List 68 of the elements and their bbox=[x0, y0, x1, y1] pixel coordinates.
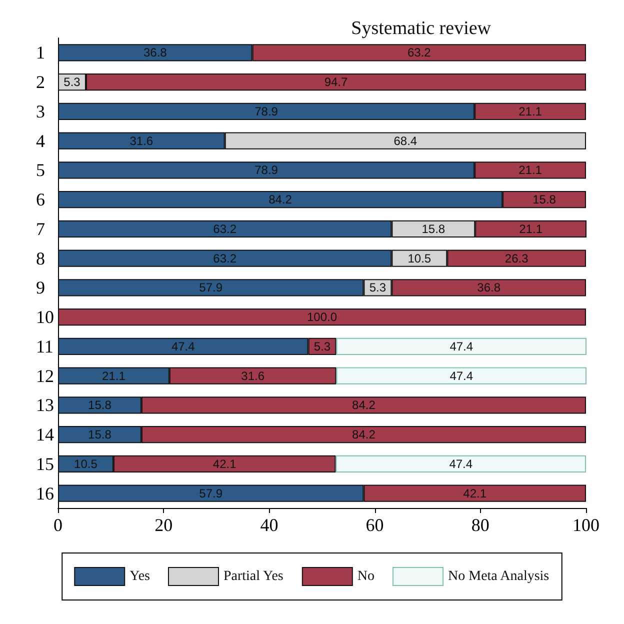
bar bbox=[58, 308, 586, 326]
data-label: 15.8 bbox=[88, 428, 112, 442]
data-label: 5.3 bbox=[314, 339, 331, 354]
data-label: 5.3 bbox=[369, 280, 386, 295]
data-label: 42.1 bbox=[212, 456, 237, 471]
y-tick-label: 5 bbox=[36, 160, 45, 180]
y-tick-label: 16 bbox=[36, 483, 54, 504]
data-label: 57.9 bbox=[199, 486, 223, 500]
data-label: 84.2 bbox=[268, 192, 292, 207]
data-label: 47.4 bbox=[171, 339, 196, 354]
y-tick-label: 2 bbox=[36, 72, 45, 92]
data-label: 84.2 bbox=[352, 398, 376, 412]
y-tick-label: 11 bbox=[36, 336, 54, 356]
y-tick-label: 10 bbox=[36, 307, 54, 328]
data-label: 15.8 bbox=[532, 192, 556, 207]
y-tick-label: 7 bbox=[36, 218, 45, 239]
data-label: 26.3 bbox=[504, 251, 529, 266]
data-label: 78.9 bbox=[254, 104, 278, 118]
data-label: 57.9 bbox=[199, 280, 223, 295]
x-tick-label: 100 bbox=[572, 515, 600, 535]
x-tick-label: 60 bbox=[366, 515, 384, 535]
legend-label: No bbox=[357, 569, 375, 584]
y-tick-label: 1 bbox=[36, 42, 45, 63]
x-tick-label: 20 bbox=[154, 515, 173, 535]
data-label: 31.6 bbox=[130, 134, 154, 148]
data-label: 47.4 bbox=[450, 368, 474, 383]
data-label: 68.4 bbox=[394, 134, 418, 148]
data-label: 31.6 bbox=[241, 368, 265, 383]
bar bbox=[336, 367, 586, 384]
data-label: 63.2 bbox=[213, 251, 237, 266]
data-label: 78.9 bbox=[254, 163, 278, 178]
data-label: 36.8 bbox=[143, 46, 168, 60]
y-tick-label: 14 bbox=[36, 424, 54, 445]
y-tick-label: 13 bbox=[36, 395, 54, 416]
data-label: 21.1 bbox=[518, 104, 542, 118]
data-label: 21.1 bbox=[519, 222, 543, 236]
y-tick-label: 4 bbox=[36, 130, 45, 151]
data-label: 10.5 bbox=[74, 456, 98, 471]
x-tick-label: 0 bbox=[54, 515, 62, 535]
data-label: 63.2 bbox=[407, 46, 432, 60]
y-tick-label: 6 bbox=[36, 190, 45, 210]
bar bbox=[336, 338, 586, 355]
data-label: 84.2 bbox=[352, 428, 376, 442]
y-tick-label: 15 bbox=[36, 454, 54, 474]
data-label: 21.1 bbox=[102, 368, 126, 383]
data-label: 15.8 bbox=[422, 222, 446, 236]
chart-title: Systematic review bbox=[351, 18, 492, 39]
legend-label: Yes bbox=[130, 569, 150, 584]
legend-label: Partial Yes bbox=[223, 569, 284, 584]
y-tick-label: 9 bbox=[36, 278, 45, 298]
data-label: 5.3 bbox=[64, 75, 81, 90]
data-label: 47.4 bbox=[450, 339, 474, 354]
data-label: 42.1 bbox=[463, 486, 487, 500]
data-label: 15.8 bbox=[88, 398, 112, 412]
data-label: 94.7 bbox=[324, 75, 348, 90]
bar bbox=[336, 455, 586, 472]
data-label: 10.5 bbox=[408, 251, 432, 266]
data-label: 63.2 bbox=[213, 222, 237, 236]
data-label: 21.1 bbox=[518, 163, 542, 178]
y-tick-label: 3 bbox=[36, 101, 45, 122]
x-tick-label: 40 bbox=[260, 515, 278, 535]
legend-label: No Meta Analysis bbox=[448, 569, 550, 584]
x-tick-label: 80 bbox=[471, 515, 490, 535]
data-label: 47.4 bbox=[449, 456, 473, 471]
data-label: 100.0 bbox=[306, 310, 338, 324]
data-label: 36.8 bbox=[477, 280, 501, 295]
y-tick-label: 12 bbox=[36, 366, 54, 386]
y-tick-label: 8 bbox=[36, 248, 45, 268]
